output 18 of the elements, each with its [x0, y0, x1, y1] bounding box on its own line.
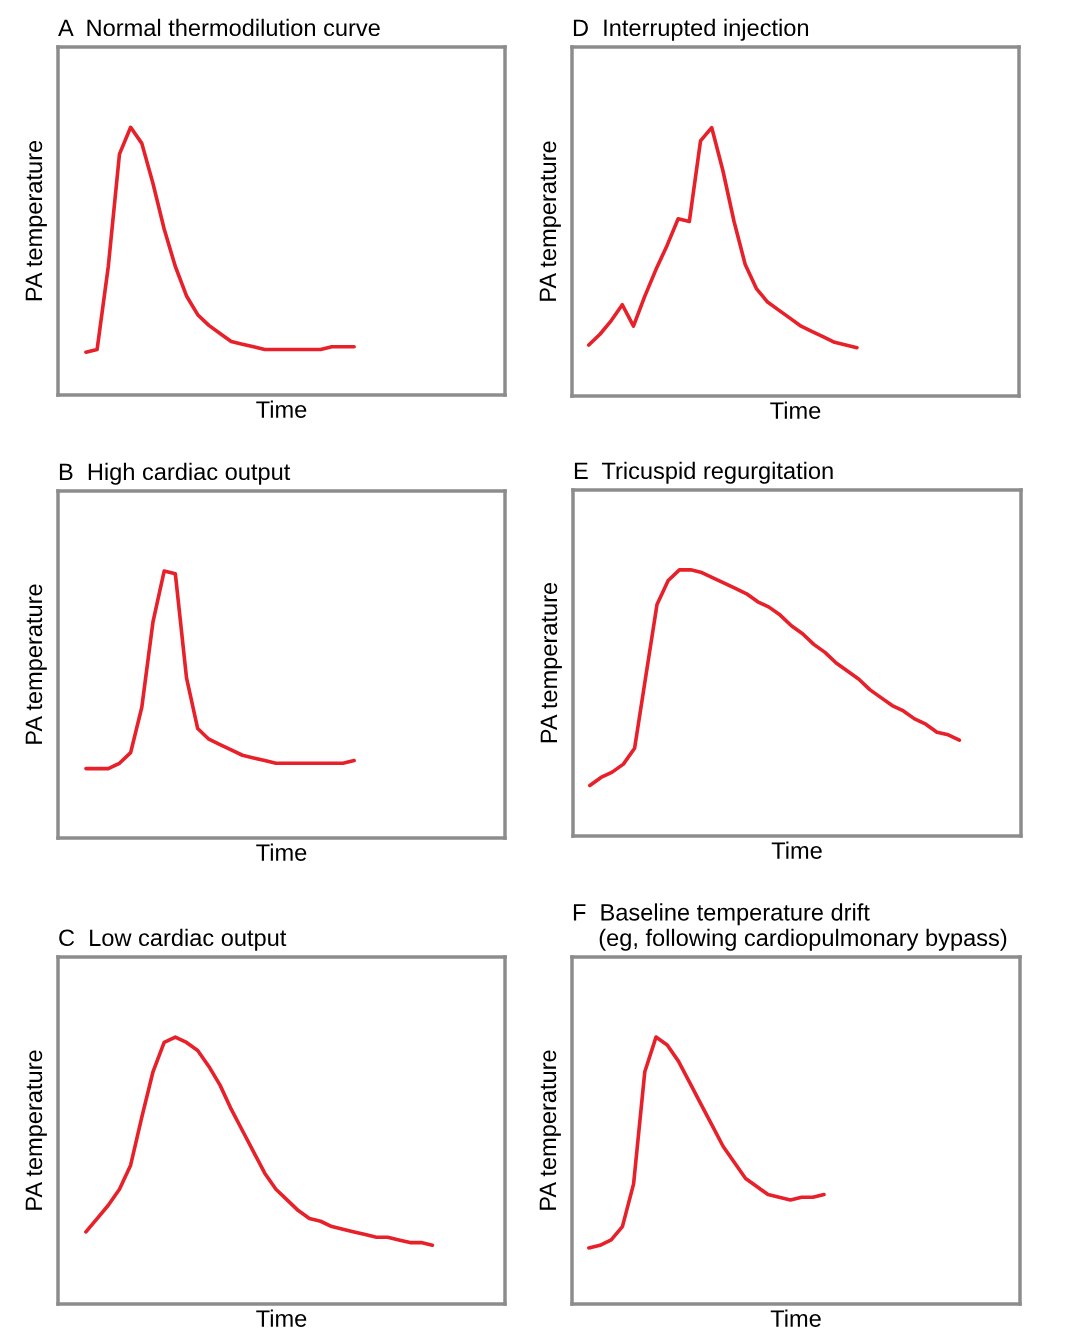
- y-axis-title: PA temperature: [25, 1050, 47, 1210]
- x-axis-title: Time: [256, 1309, 307, 1327]
- y-axis-title: PA temperature: [25, 140, 47, 301]
- x-axis-title: Time: [770, 1309, 821, 1327]
- x-axis-title: Time: [256, 400, 307, 418]
- y-axis-title: PA temperature: [25, 584, 47, 744]
- chart-title: D Interrupted injection: [573, 18, 809, 41]
- chart-title: B High cardiac output: [59, 462, 291, 485]
- chart-title: A Normal thermodilution curve: [58, 18, 380, 37]
- y-axis-title: PA temperature: [539, 141, 561, 301]
- y-axis-title: PA temperature: [539, 1050, 561, 1210]
- y-axis-title: PA temperature: [540, 582, 562, 743]
- chart-title: E Tricuspid regurgitation: [574, 461, 833, 484]
- x-axis-title: Time: [771, 841, 822, 859]
- chart-title: C Low cardiac output: [59, 928, 287, 951]
- x-axis-title: Time: [770, 401, 821, 419]
- x-axis-title: Time: [256, 843, 307, 861]
- chart-title: F Baseline temperature drift (eg, following cardiopulmonary bypass): [573, 903, 1007, 951]
